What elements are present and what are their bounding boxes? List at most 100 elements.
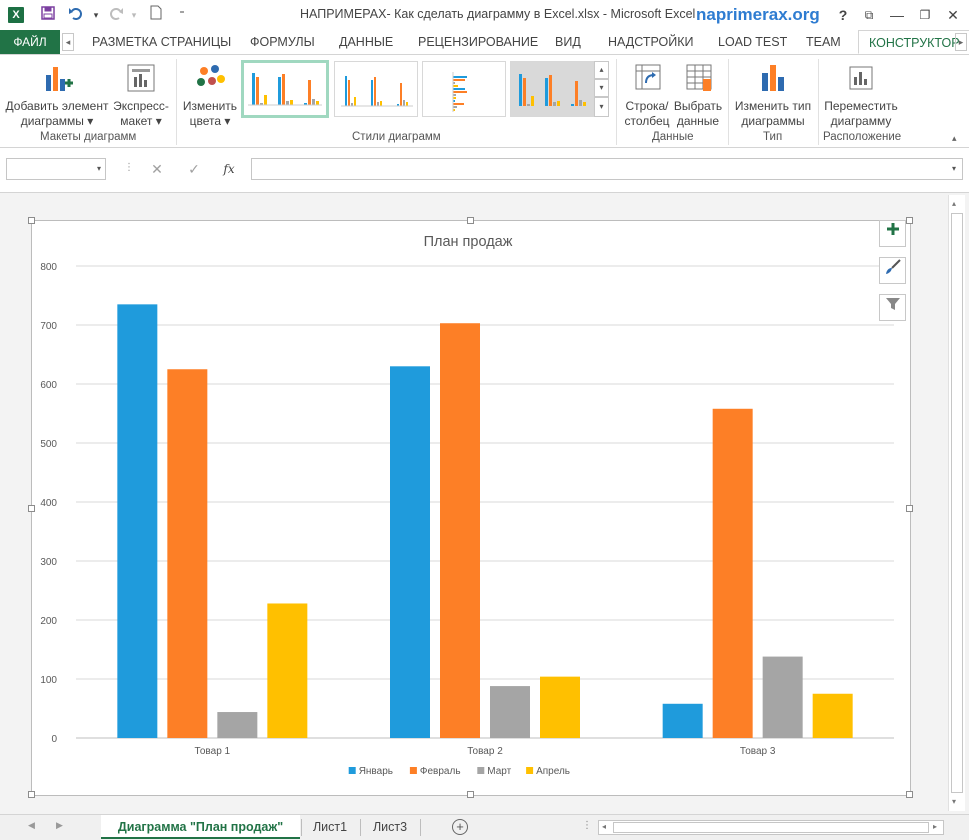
sheet-nav-left-icon[interactable]: ◀ <box>28 820 35 830</box>
tab-divider <box>301 819 302 836</box>
bar-1-1[interactable] <box>117 304 158 738</box>
horizontal-scroll-thumb[interactable] <box>613 822 929 833</box>
bar-3-1[interactable] <box>217 712 258 738</box>
bar-3-2[interactable] <box>490 686 530 738</box>
bar-4-1[interactable] <box>267 603 308 738</box>
bar-2-1[interactable] <box>167 369 208 738</box>
resize-handle[interactable] <box>906 217 913 224</box>
resize-handle[interactable] <box>28 217 35 224</box>
restore-button[interactable]: ❐ <box>919 8 931 22</box>
legend-swatch <box>348 767 356 774</box>
add-chart-element-button[interactable]: Добавить элемент диаграммы ▾ <box>4 61 110 129</box>
vertical-scroll-thumb[interactable] <box>951 213 963 793</box>
sheet-nav-right-icon[interactable]: ▶ <box>56 820 63 830</box>
gallery-more-icon[interactable]: ▾ <box>594 97 609 117</box>
select-data-button[interactable]: Выбрать данные <box>673 61 723 129</box>
tab-addins[interactable]: НАДСТРОЙКИ <box>608 35 694 49</box>
chart-elements-button[interactable] <box>879 220 906 247</box>
tab-view[interactable]: ВИД <box>555 35 581 49</box>
tab-split-grip-icon[interactable]: ⋮ <box>582 820 592 831</box>
bar-1-3[interactable] <box>662 703 703 738</box>
sheet-tab-list1[interactable]: Лист1 <box>312 820 348 834</box>
resize-handle[interactable] <box>28 505 35 512</box>
insert-function-button[interactable]: fx <box>223 162 235 176</box>
vertical-scrollbar[interactable]: ▴ ▾ <box>948 195 965 811</box>
bar-4-2[interactable] <box>540 676 580 738</box>
bar-4-3[interactable] <box>812 693 853 738</box>
tabs-scroll-left-icon[interactable]: ◂ <box>62 33 74 51</box>
chart-styles-button[interactable] <box>879 257 906 284</box>
x-tick-label: Товар 3 <box>740 746 776 757</box>
move-chart-button[interactable]: Переместить диаграмму <box>822 61 900 129</box>
change-chart-type-button[interactable]: Изменить тип диаграммы <box>732 61 814 129</box>
legend-swatch <box>526 767 534 774</box>
help-button[interactable]: ? <box>838 7 848 23</box>
customize-qat-icon[interactable]: ⁼ <box>179 9 185 20</box>
scroll-up-icon[interactable]: ▴ <box>952 199 957 208</box>
switch-row-column-label-2: столбец <box>624 114 670 128</box>
select-data-label-2: данные <box>676 114 720 128</box>
brush-icon <box>885 259 901 274</box>
chart-area[interactable]: План продаж 0 100 200 300 400 500 600 700 800 То… <box>28 217 913 798</box>
redo-icon[interactable] <box>106 5 126 25</box>
tab-page-layout[interactable]: РАЗМЕТКА СТРАНИЦЫ <box>92 35 232 49</box>
chart-filters-button[interactable] <box>879 294 906 321</box>
scroll-right-icon[interactable]: ▸ <box>933 822 938 831</box>
tab-design[interactable]: КОНСТРУКТОР <box>858 30 969 54</box>
tab-data[interactable]: ДАННЫЕ <box>339 35 394 49</box>
chart-style-3-thumbnail[interactable] <box>422 61 506 117</box>
y-tick-label: 100 <box>40 675 57 686</box>
gallery-scroll-up-icon[interactable]: ▴ <box>594 61 609 79</box>
name-box-dropdown-icon[interactable]: ▾ <box>96 164 101 173</box>
bar-3-3[interactable] <box>762 656 803 738</box>
minimize-button[interactable]: — <box>890 7 904 23</box>
chart-style-4-thumbnail[interactable] <box>510 61 594 117</box>
tab-file[interactable]: ФАЙЛ <box>0 30 60 54</box>
formula-input[interactable]: ▾ <box>251 158 963 180</box>
plot-area[interactable] <box>117 304 853 738</box>
new-document-icon[interactable] <box>146 5 166 25</box>
legend-label: Март <box>487 766 511 777</box>
resize-handle[interactable] <box>28 791 35 798</box>
gallery-scroll-down-icon[interactable]: ▾ <box>594 79 609 97</box>
collapse-ribbon-icon[interactable]: ▴ <box>952 133 957 143</box>
resize-handle[interactable] <box>467 217 474 224</box>
resize-handle[interactable] <box>467 791 474 798</box>
tab-review[interactable]: РЕЦЕНЗИРОВАНИЕ <box>418 35 539 49</box>
styles-group-label: Стили диаграмм <box>352 131 441 143</box>
switch-row-column-button[interactable]: Строка/ столбец <box>620 61 674 129</box>
change-colors-button[interactable]: Изменить цвета ▾ <box>180 61 240 129</box>
bar-1-2[interactable] <box>390 366 430 738</box>
save-icon[interactable] <box>38 5 58 25</box>
tab-load-test[interactable]: LOAD TEST <box>718 35 788 49</box>
new-sheet-button[interactable]: + <box>452 819 468 835</box>
expand-formula-bar-icon[interactable]: ▾ <box>951 164 956 173</box>
chart-canvas: План продаж 0 100 200 300 400 500 600 700 800 То… <box>40 234 894 777</box>
enter-formula-button[interactable]: ✓ <box>188 161 200 177</box>
bar-2-3[interactable] <box>712 408 753 738</box>
chart-title[interactable]: План продаж <box>424 234 513 250</box>
legend[interactable]: Январь Февраль Март Апрель <box>348 766 570 777</box>
group-divider <box>818 59 819 145</box>
tab-formulas[interactable]: ФОРМУЛЫ <box>250 35 315 49</box>
scroll-left-icon[interactable]: ◂ <box>602 822 607 831</box>
undo-dropdown-icon[interactable]: ▾ <box>93 10 99 20</box>
scroll-down-icon[interactable]: ▾ <box>952 797 957 806</box>
undo-icon[interactable] <box>66 5 86 25</box>
quick-layout-button[interactable]: Экспресс- макет ▾ <box>110 61 172 129</box>
cancel-formula-button[interactable]: ✕ <box>151 161 163 177</box>
ribbon-display-options-button[interactable]: ⧉ <box>864 8 874 22</box>
redo-dropdown-icon[interactable]: ▾ <box>131 10 137 20</box>
chart-style-2-thumbnail[interactable] <box>334 61 418 117</box>
close-button[interactable]: ✕ <box>947 7 959 23</box>
horizontal-scrollbar[interactable]: ◂ ▸ <box>598 820 944 835</box>
chart-style-1-thumbnail[interactable] <box>241 60 329 118</box>
tabs-scroll-right-icon[interactable]: ▸ <box>955 33 967 51</box>
tab-team[interactable]: TEAM <box>806 35 841 49</box>
name-box[interactable]: ▾ <box>6 158 106 180</box>
resize-handle[interactable] <box>906 791 913 798</box>
sheet-tab-list3[interactable]: Лист3 <box>372 820 408 834</box>
bar-2-2[interactable] <box>440 323 480 738</box>
resize-handle[interactable] <box>906 505 913 512</box>
sheet-tab-chart-sales-plan[interactable]: Диаграмма "План продаж" <box>101 815 300 839</box>
